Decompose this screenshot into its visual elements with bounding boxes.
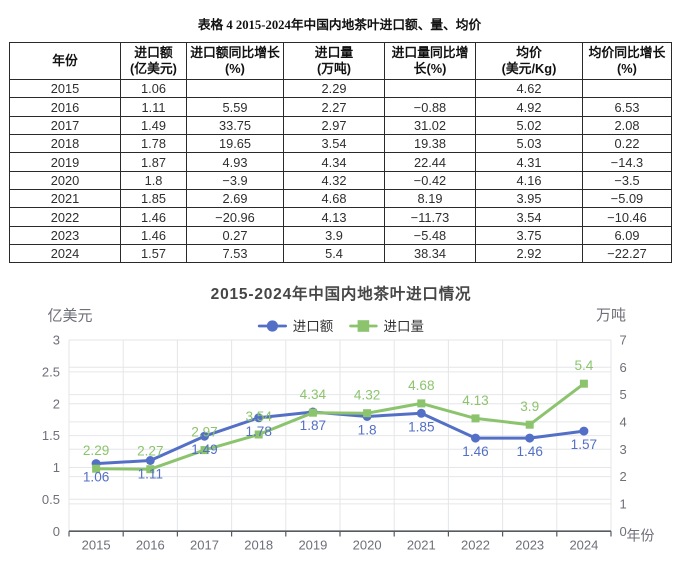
svg-text:1.49: 1.49	[191, 442, 217, 457]
svg-text:2024: 2024	[569, 538, 598, 553]
svg-text:2021: 2021	[407, 538, 436, 553]
svg-text:3: 3	[53, 333, 60, 348]
svg-text:1.11: 1.11	[138, 467, 163, 482]
svg-text:5: 5	[620, 387, 627, 402]
svg-text:0: 0	[620, 524, 627, 539]
svg-text:2.27: 2.27	[137, 444, 163, 459]
svg-text:1.85: 1.85	[408, 419, 434, 434]
svg-text:2.97: 2.97	[191, 425, 217, 440]
svg-text:1.57: 1.57	[571, 437, 597, 452]
svg-text:2015-2024年中国内地茶叶进口情况: 2015-2024年中国内地茶叶进口情况	[211, 284, 472, 303]
svg-text:1.8: 1.8	[358, 423, 377, 438]
svg-text:4: 4	[620, 415, 627, 430]
svg-text:2: 2	[620, 469, 627, 484]
svg-text:1.5: 1.5	[42, 428, 60, 443]
svg-text:2016: 2016	[136, 538, 165, 553]
svg-text:2017: 2017	[190, 538, 219, 553]
svg-text:1.78: 1.78	[245, 424, 271, 439]
svg-text:2.29: 2.29	[83, 443, 109, 458]
svg-text:4.32: 4.32	[354, 388, 380, 403]
svg-text:进口额: 进口额	[293, 319, 334, 334]
svg-text:1.46: 1.46	[462, 444, 488, 459]
svg-text:3: 3	[620, 442, 627, 457]
svg-text:1.06: 1.06	[83, 470, 109, 485]
svg-text:1: 1	[620, 497, 627, 512]
svg-text:2019: 2019	[298, 538, 327, 553]
svg-text:2020: 2020	[353, 538, 382, 553]
svg-text:亿美元: 亿美元	[48, 308, 93, 325]
svg-text:1.87: 1.87	[300, 418, 326, 433]
svg-text:2018: 2018	[244, 538, 273, 553]
svg-text:0: 0	[53, 524, 60, 539]
svg-text:2.5: 2.5	[42, 365, 60, 380]
svg-text:2015: 2015	[82, 538, 111, 553]
svg-text:2023: 2023	[515, 538, 544, 553]
svg-text:2022: 2022	[461, 538, 490, 553]
svg-text:3.9: 3.9	[520, 399, 539, 414]
svg-text:4.68: 4.68	[408, 378, 434, 393]
svg-text:6: 6	[620, 360, 627, 375]
svg-text:5.4: 5.4	[574, 358, 593, 373]
svg-text:3.54: 3.54	[245, 409, 272, 424]
svg-text:进口量: 进口量	[384, 319, 425, 334]
svg-text:1: 1	[53, 460, 60, 475]
svg-text:4.13: 4.13	[462, 393, 488, 408]
svg-text:年份: 年份	[627, 528, 655, 544]
svg-text:2: 2	[53, 396, 60, 411]
svg-text:7: 7	[620, 333, 627, 348]
svg-text:0.5: 0.5	[42, 492, 60, 507]
svg-text:1.46: 1.46	[516, 444, 542, 459]
svg-text:4.34: 4.34	[300, 387, 327, 402]
svg-text:万吨: 万吨	[596, 307, 626, 324]
